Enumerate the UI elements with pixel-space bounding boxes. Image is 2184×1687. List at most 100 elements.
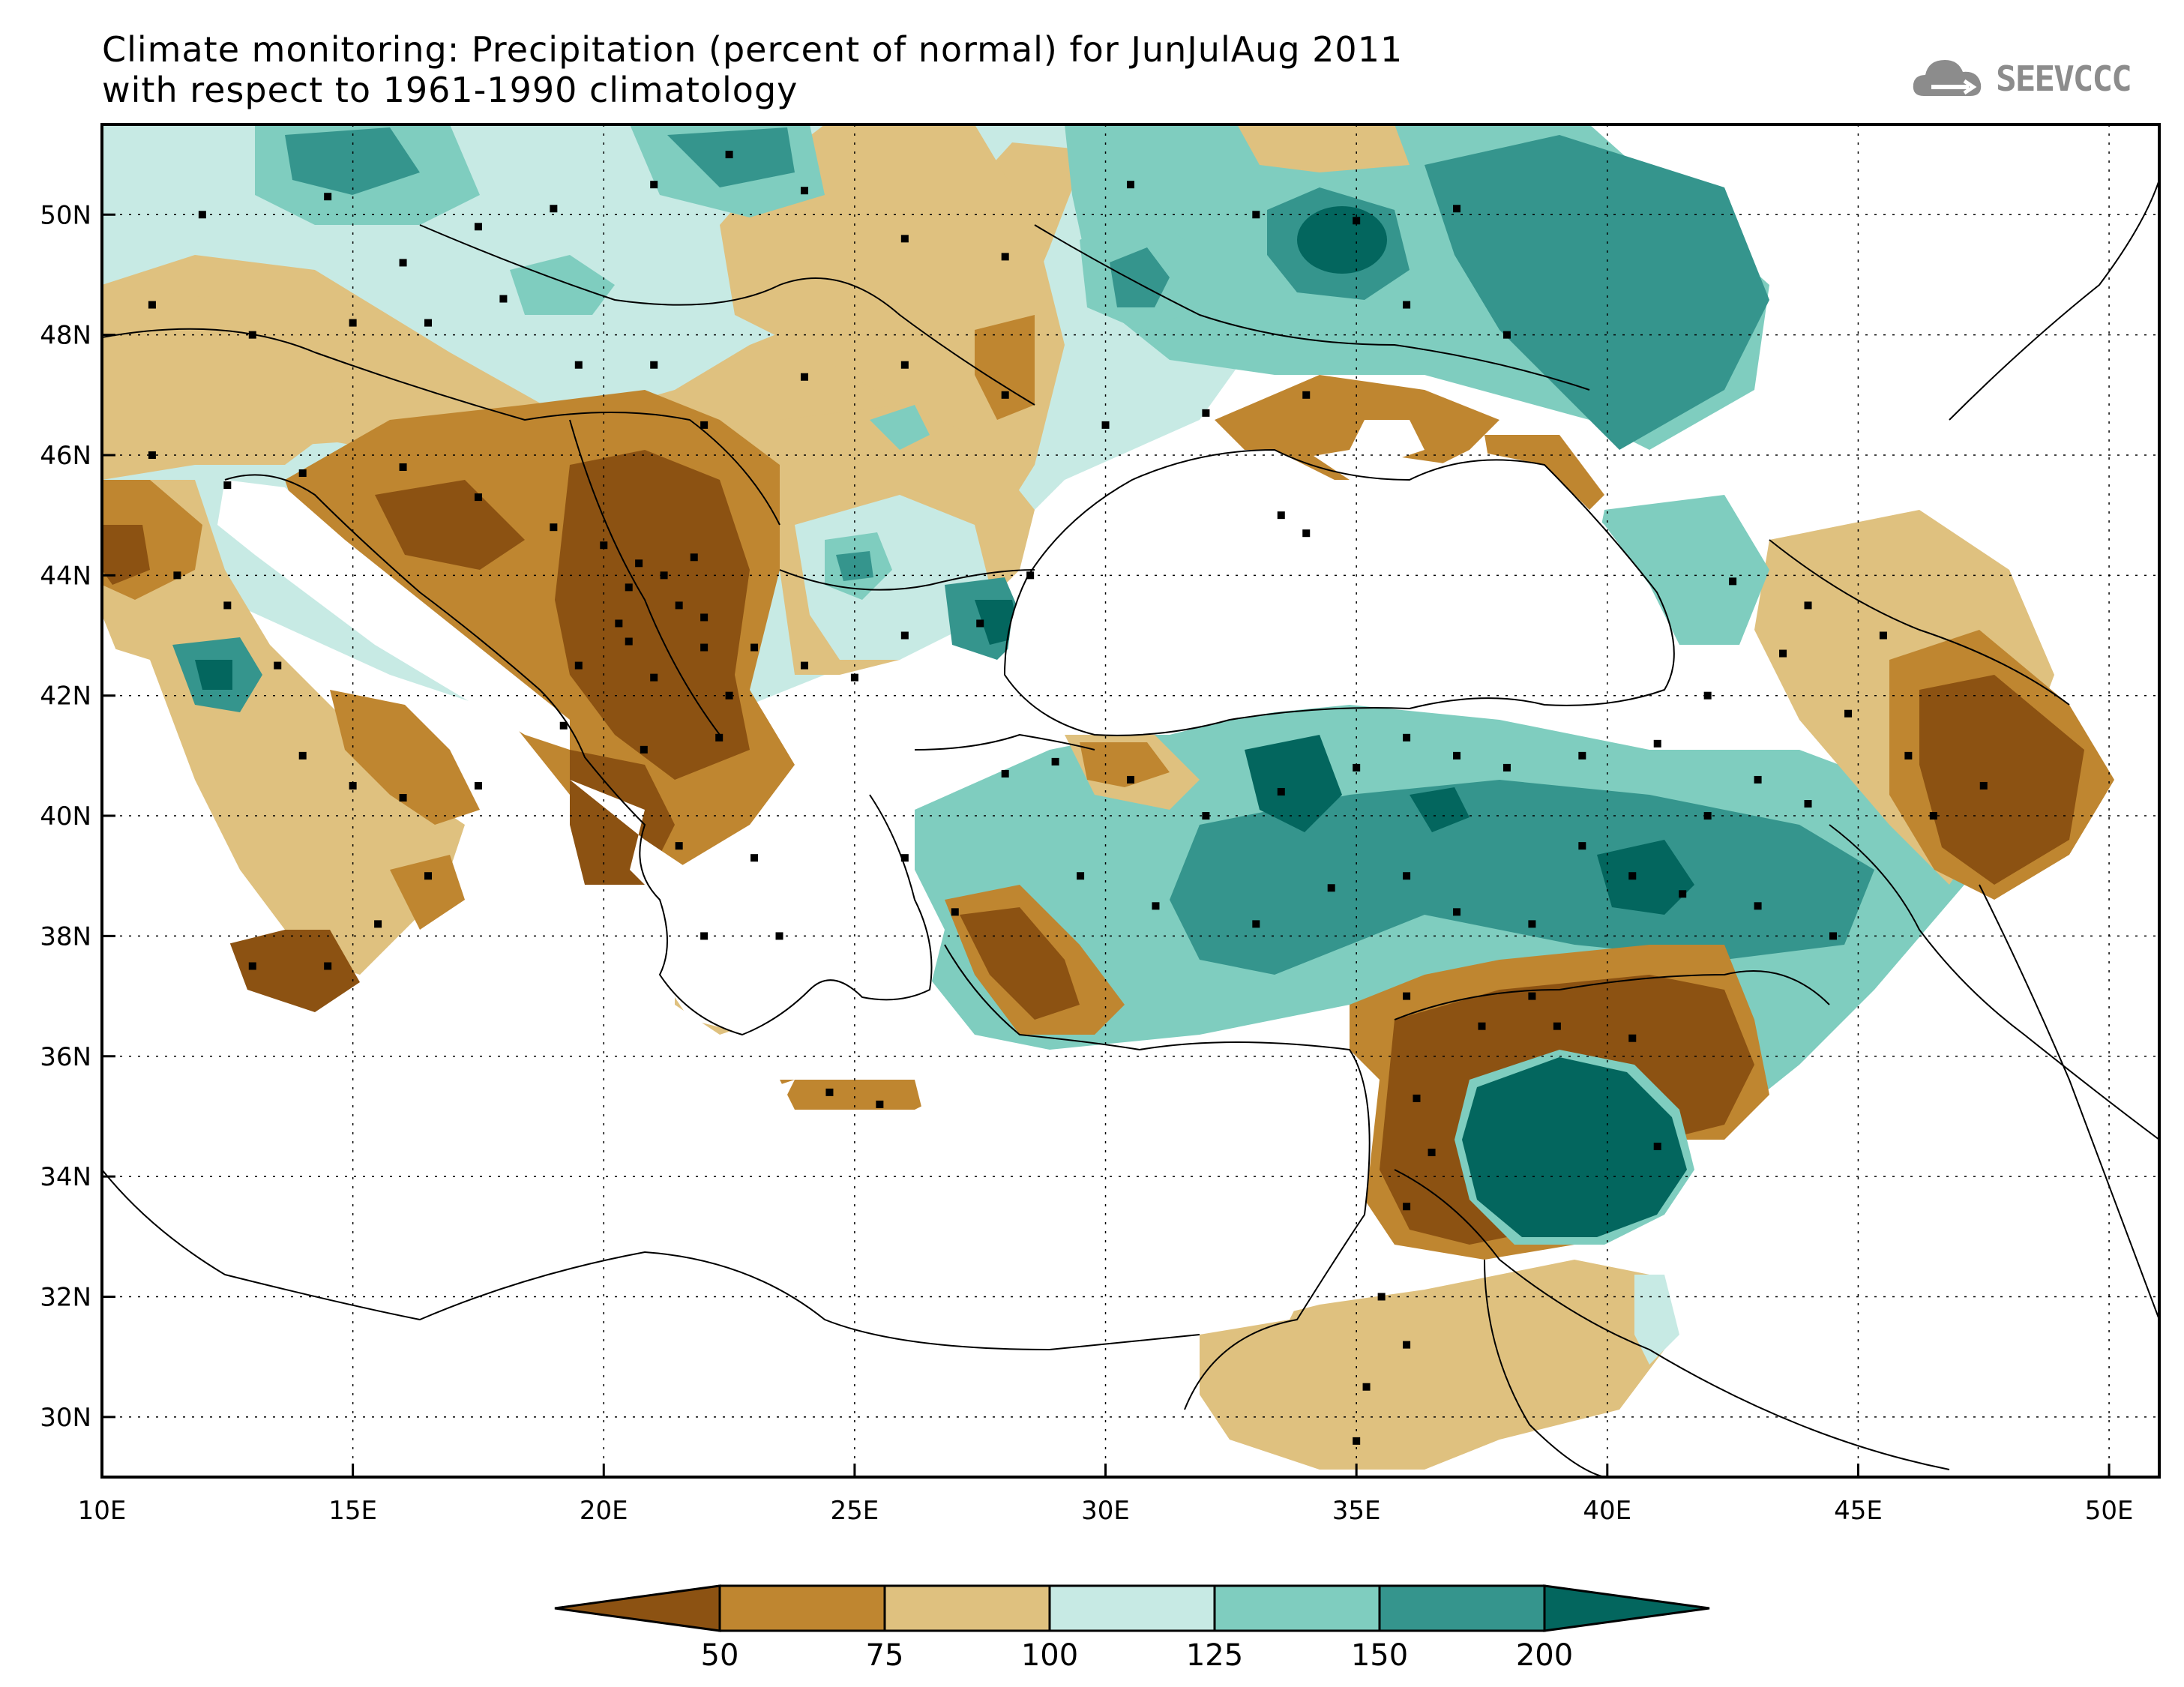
lon-tick-label: 15E xyxy=(328,1496,377,1526)
station-marker xyxy=(1302,391,1311,399)
station-marker xyxy=(399,259,407,267)
station-marker xyxy=(374,920,382,928)
lat-tick-label: 46N xyxy=(40,441,91,471)
station-marker xyxy=(635,559,643,568)
lat-tick-label: 34N xyxy=(40,1162,91,1192)
colorbar-label: 75 xyxy=(866,1638,904,1673)
station-marker xyxy=(1779,649,1787,658)
station-marker xyxy=(715,733,724,742)
station-marker xyxy=(1403,1203,1411,1211)
station-marker xyxy=(1879,631,1887,640)
lat-tick-label: 40N xyxy=(40,802,91,832)
station-marker xyxy=(1528,920,1536,928)
lon-tick-label: 50E xyxy=(2085,1496,2134,1526)
station-marker xyxy=(725,691,733,700)
station-marker xyxy=(1829,932,1837,940)
station-marker xyxy=(1403,992,1411,1000)
lat-tick-label: 36N xyxy=(40,1042,91,1072)
station-marker xyxy=(1478,1022,1486,1030)
colorbar: 50 75 100 125 150 200 xyxy=(554,1584,1710,1673)
station-marker xyxy=(1844,709,1853,718)
station-marker xyxy=(650,181,658,189)
station-marker xyxy=(1252,920,1260,928)
colorbar-label: 100 xyxy=(1021,1638,1078,1673)
station-marker xyxy=(248,962,256,970)
station-marker xyxy=(1277,511,1285,520)
colorbar-high-triangle xyxy=(1543,1584,1710,1632)
station-marker xyxy=(424,319,433,327)
station-markers xyxy=(148,151,1988,1445)
station-marker xyxy=(1578,751,1586,760)
station-marker xyxy=(1979,781,1988,790)
station-marker xyxy=(399,793,407,802)
station-marker xyxy=(1628,1034,1637,1042)
station-marker xyxy=(1026,571,1035,580)
station-marker xyxy=(1502,763,1511,772)
station-marker xyxy=(1453,751,1461,760)
lat-tick-label: 42N xyxy=(40,682,91,712)
station-marker xyxy=(1729,577,1737,586)
colorbar-low-triangle xyxy=(554,1584,721,1632)
station-marker xyxy=(559,721,568,730)
station-marker xyxy=(1413,1094,1421,1102)
colorbar-label: 125 xyxy=(1186,1638,1243,1673)
station-marker xyxy=(1152,902,1160,910)
station-marker xyxy=(1001,391,1009,399)
station-marker xyxy=(399,463,407,472)
colorbar-box xyxy=(1048,1584,1216,1632)
station-marker xyxy=(1277,787,1285,796)
colorbar-box xyxy=(718,1584,886,1632)
lat-tick-label: 38N xyxy=(40,921,91,951)
station-marker xyxy=(700,932,709,940)
station-marker xyxy=(1703,691,1712,700)
station-marker xyxy=(690,553,698,562)
station-marker xyxy=(640,745,648,754)
colorbar-box xyxy=(883,1584,1051,1632)
lon-tick-label: 25E xyxy=(831,1496,879,1526)
country-borders xyxy=(102,179,2159,1477)
station-marker xyxy=(148,451,156,459)
station-marker xyxy=(198,211,206,219)
lon-tick-label: 20E xyxy=(580,1496,628,1526)
station-marker xyxy=(976,619,984,628)
station-marker xyxy=(615,619,623,628)
station-marker xyxy=(349,319,357,327)
station-marker xyxy=(148,301,156,309)
lat-tick-label: 44N xyxy=(40,561,91,591)
station-marker xyxy=(1001,253,1009,261)
station-marker xyxy=(1202,409,1210,417)
station-marker xyxy=(474,781,482,790)
lat-tick-label: 48N xyxy=(40,321,91,351)
station-marker xyxy=(725,151,733,159)
station-marker xyxy=(775,932,783,940)
station-marker xyxy=(750,643,759,652)
station-marker xyxy=(1403,872,1411,880)
station-marker xyxy=(1101,421,1110,429)
station-marker xyxy=(424,872,433,880)
seevccc-logo: SEEVCCC xyxy=(1909,49,2164,109)
station-marker xyxy=(650,673,658,682)
station-marker xyxy=(1202,812,1210,820)
station-marker xyxy=(223,601,232,610)
map-frame xyxy=(100,123,2161,1479)
station-marker xyxy=(625,637,633,646)
longitude-axis: 10E 15E 20E 25E 30E 35E 40E 45E 50E xyxy=(78,1464,2134,1526)
station-marker xyxy=(1428,1149,1436,1157)
station-marker xyxy=(700,643,709,652)
station-marker xyxy=(1051,757,1059,766)
colorbar-label: 150 xyxy=(1351,1638,1408,1673)
station-marker xyxy=(1127,181,1134,189)
station-marker xyxy=(600,541,608,550)
station-marker xyxy=(1403,301,1411,309)
colorbar-label: 200 xyxy=(1516,1638,1573,1673)
station-marker xyxy=(625,583,633,592)
station-marker xyxy=(1754,902,1762,910)
station-marker xyxy=(1077,872,1085,880)
grid-lines xyxy=(102,124,2159,1477)
station-marker xyxy=(1502,331,1511,339)
station-marker xyxy=(675,842,683,850)
station-marker xyxy=(274,661,282,670)
station-marker xyxy=(800,661,808,670)
station-marker xyxy=(1127,775,1134,784)
